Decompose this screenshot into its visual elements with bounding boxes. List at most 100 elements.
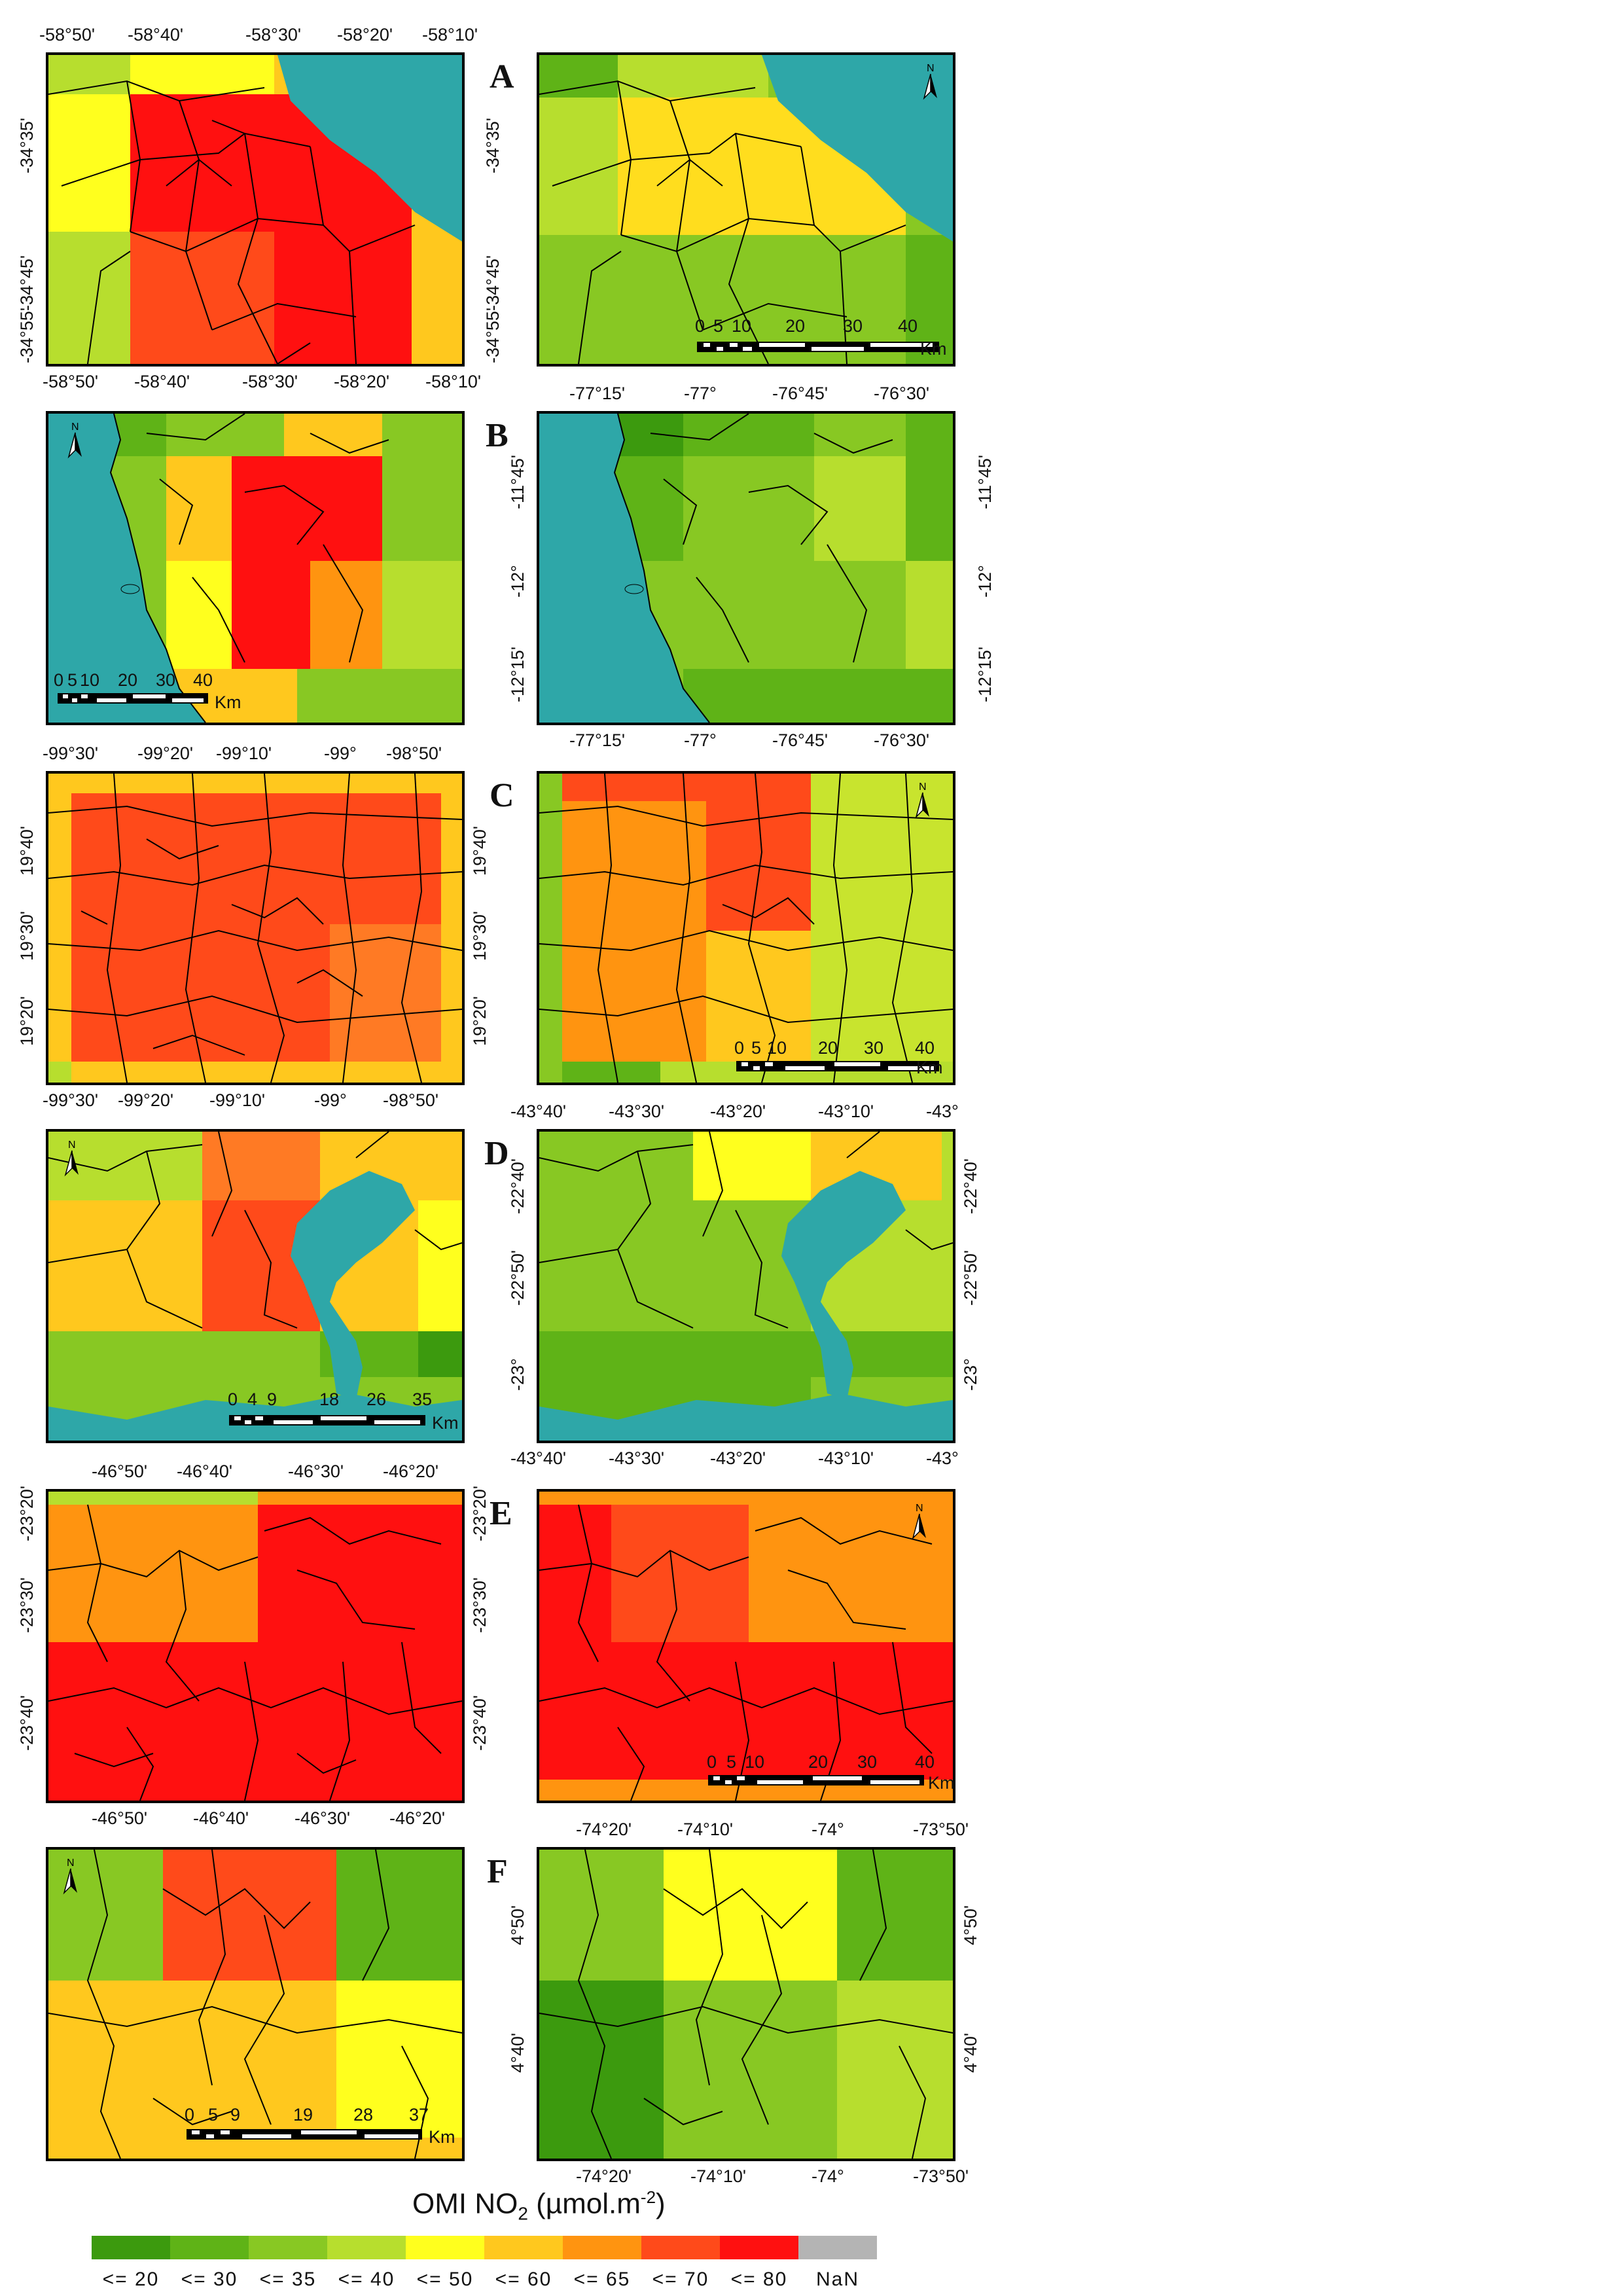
map-raster: [48, 1850, 462, 2159]
bottom-tick: -58°40': [134, 372, 190, 391]
legend-swatch: [641, 2236, 720, 2259]
right-tick: -22°50': [961, 1249, 980, 1306]
right-tick: 19°20': [470, 996, 490, 1046]
left-tick: -22°40': [508, 1158, 527, 1214]
legend-swatch: [92, 2236, 170, 2259]
scale-label: 5: [208, 2105, 219, 2125]
top-tick: -77°15': [569, 384, 626, 403]
legend-swatch: [249, 2236, 327, 2259]
scale-label: 0: [54, 670, 64, 690]
legend-label: NaN: [815, 2269, 859, 2290]
map-raster: [48, 1492, 462, 1801]
legend-title-main: OMI NO: [412, 2187, 518, 2220]
top-tick: -99°20': [137, 744, 194, 763]
map-raster: [539, 1132, 953, 1441]
scale-label: 5: [67, 670, 78, 690]
right-tick: 19°40': [470, 825, 490, 876]
left-tick: -34°35': [17, 117, 37, 173]
scale-unit: Km: [429, 2127, 455, 2147]
scale-label: 30: [843, 316, 863, 336]
top-tick: -58°50': [39, 25, 96, 45]
map-raster: [48, 774, 462, 1083]
bottom-tick: -99°: [314, 1090, 347, 1110]
scale-bar-graphic: [187, 2129, 422, 2140]
top-tick: -43°10': [818, 1102, 874, 1121]
right-tick: 4°50': [961, 1905, 980, 1945]
right-tick: -12°15': [975, 646, 995, 702]
bottom-tick: -99°30': [43, 1090, 99, 1110]
map-frame: [537, 1129, 955, 1443]
scale-label: 0: [185, 2105, 195, 2125]
scale-label: 40: [898, 316, 918, 336]
panel-letter: C: [490, 777, 514, 814]
north-arrow-icon-shape: N: [915, 781, 929, 819]
map-raster: [539, 1492, 953, 1801]
north-arrow-icon: N: [62, 421, 88, 460]
scale-unit: Km: [432, 1413, 459, 1433]
legend-title-superscript: -2: [640, 2187, 656, 2207]
panel-a-left-map: -58°50' -58°40' -58°30' -58°20' -58°10' …: [17, 26, 503, 391]
top-tick: -43°20': [710, 1102, 766, 1121]
right-tick: -23°30': [470, 1577, 490, 1633]
scale-label: 20: [785, 316, 806, 336]
left-tick: -23°40': [17, 1695, 37, 1751]
scale-unit: Km: [928, 1773, 955, 1793]
scale-label: 5: [751, 1038, 762, 1058]
legend-label: <= 65: [573, 2269, 631, 2290]
map-frame: [46, 771, 465, 1085]
top-tick: -43°: [926, 1102, 959, 1121]
top-tick: -99°: [324, 744, 357, 763]
north-label: N: [916, 1503, 923, 1514]
bottom-tick: -58°50': [43, 372, 99, 391]
right-tick: -34°45': [483, 255, 503, 311]
map-raster: [539, 774, 953, 1083]
panel-letter: F: [487, 1853, 508, 1890]
scale-label: 0: [228, 1390, 238, 1409]
bottom-tick: -74°: [812, 2166, 844, 2186]
panel-b-right-map: -77°15' -77° -76°45' -76°30' -77°15' -77…: [508, 385, 995, 749]
scale-label: 28: [353, 2105, 374, 2125]
map-raster: [48, 414, 462, 723]
map-frame: [46, 1847, 465, 2161]
left-tick: -11°45': [508, 454, 527, 509]
left-tick: 4°40': [508, 2032, 527, 2073]
legend-swatch: [563, 2236, 641, 2259]
scale-bar: [187, 2127, 422, 2142]
scale-label: 26: [366, 1390, 387, 1409]
right-tick: -12°: [975, 565, 995, 598]
panel-e-left-map: -46°50' -46°40' -46°30' -46°20' -46°50' …: [17, 1463, 490, 1827]
top-tick: -99°30': [43, 744, 99, 763]
map-raster: [539, 414, 953, 723]
scale-bar-graphic: [58, 693, 208, 704]
right-tick: -23°20': [470, 1485, 490, 1541]
scale-bar-graphic: [697, 342, 939, 352]
scale-label: 10: [732, 316, 752, 336]
legend-label: <= 60: [495, 2269, 552, 2290]
bottom-tick: -58°10': [425, 372, 482, 391]
scale-unit: Km: [215, 692, 241, 712]
scale-bar: [58, 691, 208, 706]
scale-label: 18: [319, 1390, 340, 1409]
panel-letter: B: [486, 417, 508, 454]
scale-label: 9: [230, 2105, 241, 2125]
scale-label: 10: [80, 670, 100, 690]
left-tick: 4°50': [508, 1905, 527, 1945]
panel-letter: D: [484, 1135, 509, 1172]
north-label: N: [71, 422, 79, 433]
bottom-tick: -99°20': [118, 1090, 174, 1110]
top-tick: -77°: [684, 384, 717, 403]
legend-swatch: [170, 2236, 249, 2259]
panel-d-right-map: -43°40' -43°30' -43°20' -43°10' -43° -43…: [508, 1103, 980, 1467]
left-tick: 19°20': [17, 996, 37, 1046]
bottom-tick: -99°10': [209, 1090, 266, 1110]
left-tick: -12°: [508, 565, 527, 598]
legend-swatch: [484, 2236, 563, 2259]
north-label: N: [919, 781, 927, 793]
legend-label: <= 30: [181, 2269, 238, 2290]
scale-unit: Km: [916, 1058, 943, 1077]
top-tick: -43°30': [609, 1102, 665, 1121]
bottom-tick: -43°30': [609, 1448, 665, 1468]
scale-bar: [708, 1773, 924, 1787]
north-arrow-icon-shape: N: [64, 1139, 79, 1177]
legend-title-subscript: 2: [518, 2203, 528, 2224]
